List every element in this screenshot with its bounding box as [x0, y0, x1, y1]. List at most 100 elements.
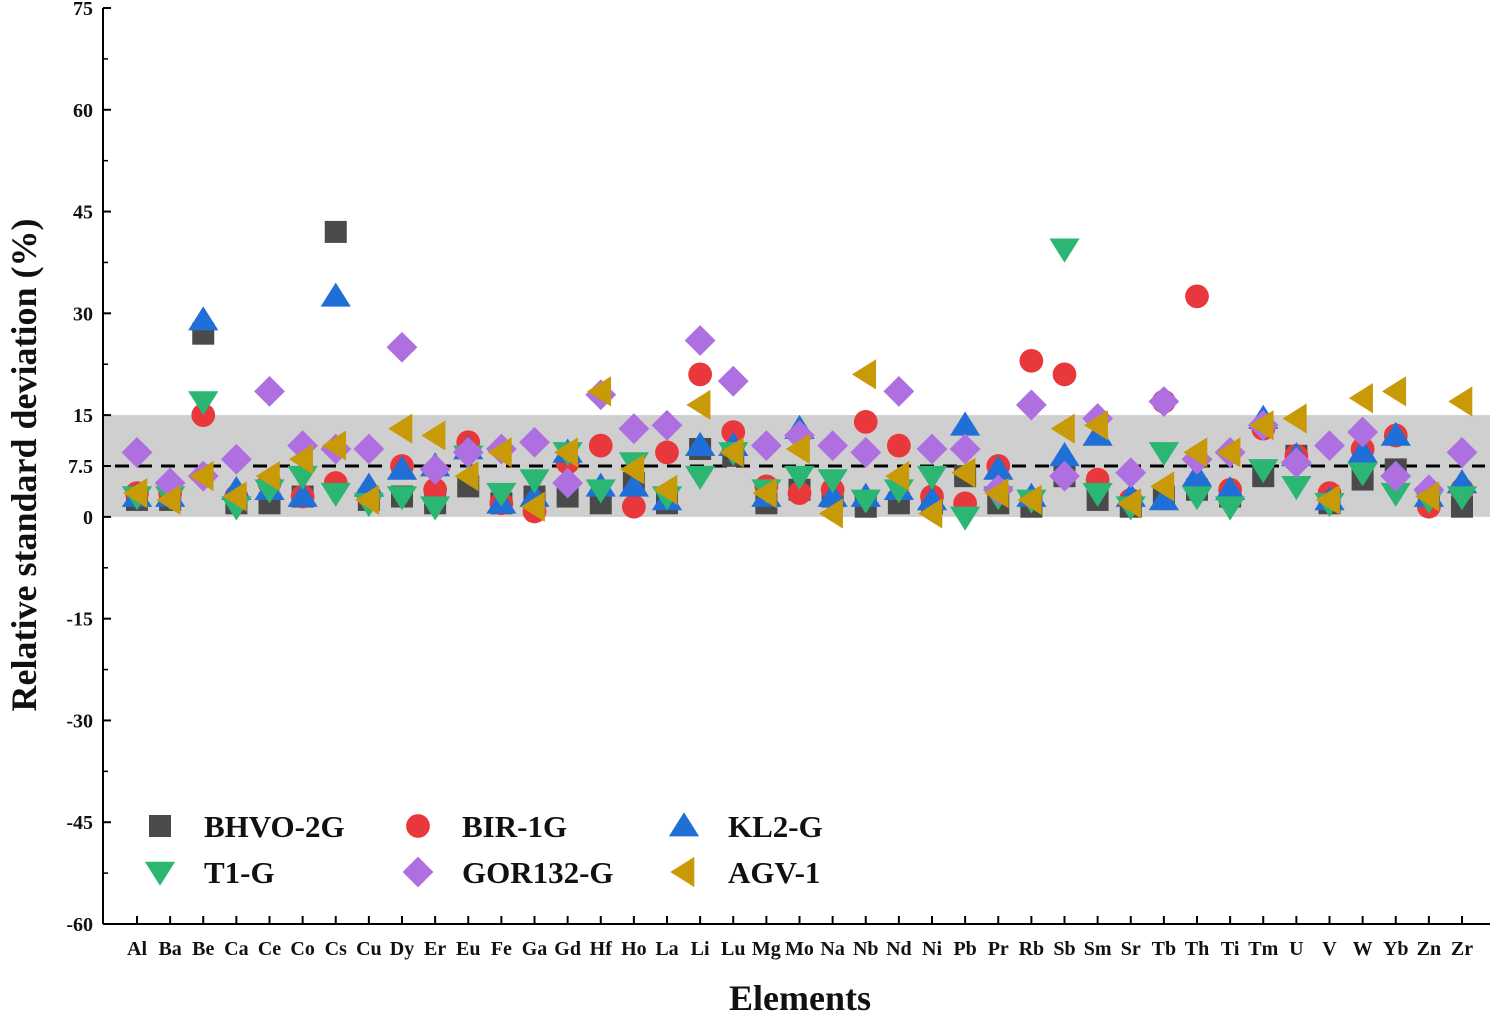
x-tick-label: Al — [127, 938, 147, 960]
y-tick-label: 45 — [73, 202, 93, 224]
data-point — [818, 498, 843, 529]
legend-marker — [668, 812, 700, 837]
x-tick-label: Mg — [752, 938, 781, 960]
y-axis-title: Relative standard deviation (%) — [4, 219, 44, 712]
data-point — [423, 477, 448, 502]
data-point — [324, 220, 347, 243]
data-point — [1049, 460, 1080, 492]
y-tick-label: 0 — [83, 507, 93, 529]
data-point — [487, 437, 512, 468]
x-tick-label: Sm — [1084, 938, 1112, 960]
x-tick-label: Nd — [886, 938, 912, 960]
x-tick-label: Co — [290, 938, 314, 960]
data-point — [852, 359, 877, 390]
data-point — [1050, 413, 1075, 444]
y-tick-label: -30 — [66, 710, 93, 732]
data-point — [916, 465, 948, 490]
y-tick-label: -15 — [66, 609, 93, 631]
data-point — [454, 461, 479, 492]
x-tick-label: U — [1289, 938, 1303, 960]
data-point — [287, 482, 318, 507]
data-point — [320, 482, 351, 507]
data-point — [255, 461, 280, 492]
data-point — [784, 420, 815, 451]
x-tick-label: Yb — [1383, 938, 1409, 960]
data-point — [355, 484, 380, 516]
data-point — [784, 465, 815, 490]
legend-label: AGV-1 — [728, 855, 820, 890]
data-point — [1017, 484, 1042, 516]
legend-item: GOR132-G — [402, 855, 614, 890]
data-point — [1280, 447, 1312, 479]
data-point — [1150, 471, 1175, 502]
data-point — [486, 482, 517, 507]
x-tick-label: Th — [1185, 938, 1209, 960]
data-point — [1282, 403, 1307, 434]
x-tick-label: Hf — [590, 938, 613, 960]
data-point — [1183, 437, 1208, 468]
data-point — [188, 306, 219, 331]
data-point — [1347, 462, 1378, 487]
data-point — [1115, 457, 1147, 489]
data-point — [1181, 486, 1213, 511]
data-point — [886, 433, 911, 458]
data-point — [621, 494, 646, 519]
data-point — [1415, 481, 1440, 512]
data-point — [188, 391, 219, 416]
data-point — [853, 410, 878, 434]
x-tick-label: Pr — [988, 938, 1009, 960]
legend-marker — [406, 814, 430, 838]
data-point — [1380, 482, 1411, 507]
data-point — [587, 376, 612, 407]
legend: BHVO-2G BIR-1G KL2-G T1-G GOR132-G AGV-1 — [144, 809, 823, 890]
data-point — [386, 486, 418, 511]
data-point — [1314, 430, 1345, 462]
data-point — [419, 453, 451, 485]
x-tick-label: Lu — [721, 938, 745, 960]
legend-label: BIR-1G — [462, 809, 567, 844]
data-point — [949, 433, 981, 465]
x-tick-label: Cs — [325, 938, 347, 960]
data-point — [322, 430, 347, 461]
legend-label: BHVO-2G — [204, 809, 345, 844]
legend-item: BHVO-2G — [149, 809, 345, 844]
x-tick-label: Cu — [356, 938, 382, 960]
data-point — [386, 331, 418, 363]
data-point — [1185, 284, 1209, 309]
data-point — [320, 282, 351, 307]
data-point — [1446, 486, 1478, 511]
x-tick-label: Mo — [785, 938, 814, 960]
data-point — [1347, 438, 1378, 463]
legend-marker — [670, 856, 695, 888]
data-point — [519, 426, 550, 458]
data-point — [1215, 475, 1246, 501]
data-point — [850, 489, 881, 514]
legend-label: GOR132-G — [462, 855, 614, 890]
x-tick-label: Ca — [224, 938, 248, 960]
x-tick-label: Ga — [522, 938, 548, 960]
data-point — [950, 411, 981, 436]
data-point — [1015, 389, 1047, 421]
data-point — [1380, 421, 1411, 446]
data-point — [620, 454, 645, 485]
data-point — [885, 461, 910, 492]
data-point — [1117, 488, 1142, 519]
data-point — [750, 430, 782, 462]
data-point — [618, 413, 650, 445]
data-point — [1019, 348, 1044, 373]
x-tick-label: Sb — [1053, 938, 1075, 960]
data-point — [717, 365, 749, 397]
x-tick-label: Nb — [853, 938, 879, 960]
data-point — [420, 496, 451, 521]
x-tick-label: Fe — [491, 938, 512, 960]
x-tick-label: Er — [424, 938, 446, 960]
data-point — [388, 413, 413, 444]
data-point — [651, 409, 683, 441]
x-tick-label: Zr — [1451, 938, 1473, 960]
data-point — [984, 478, 1009, 509]
legend-item: T1-G — [144, 855, 275, 890]
data-point — [1083, 410, 1108, 441]
axes-layer: -60 -45 -30 -15 0 7.5 15 30 45 60 75 Al Ba Be Ca Ce Co Cs… — [66, 0, 1490, 960]
y-tick-label: 7.5 — [68, 456, 93, 478]
x-tick-label: V — [1322, 938, 1337, 960]
